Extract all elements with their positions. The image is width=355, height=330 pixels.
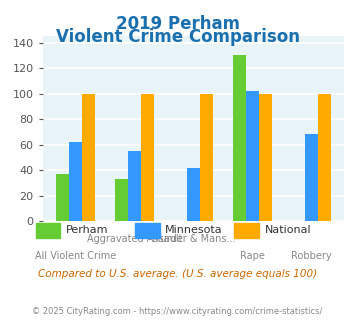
Bar xyxy=(318,94,331,221)
Text: Rape: Rape xyxy=(240,251,265,261)
Text: 2019 Perham: 2019 Perham xyxy=(115,15,240,33)
Bar xyxy=(305,134,318,221)
Bar xyxy=(115,179,128,221)
Bar xyxy=(56,174,69,221)
Bar xyxy=(82,94,95,221)
Text: Minnesota: Minnesota xyxy=(165,225,223,235)
Text: Compared to U.S. average. (U.S. average equals 100): Compared to U.S. average. (U.S. average … xyxy=(38,269,317,279)
Bar xyxy=(128,151,141,221)
Bar xyxy=(200,94,213,221)
Text: Violent Crime Comparison: Violent Crime Comparison xyxy=(55,28,300,46)
Text: © 2025 CityRating.com - https://www.cityrating.com/crime-statistics/: © 2025 CityRating.com - https://www.city… xyxy=(32,307,323,316)
Text: National: National xyxy=(264,225,311,235)
Bar xyxy=(69,142,82,221)
Text: Aggravated Assault: Aggravated Assault xyxy=(87,234,182,244)
Bar xyxy=(246,91,259,221)
Text: All Violent Crime: All Violent Crime xyxy=(35,251,116,261)
Text: Murder & Mans...: Murder & Mans... xyxy=(152,234,235,244)
Text: Robbery: Robbery xyxy=(291,251,332,261)
Bar xyxy=(187,168,200,221)
Text: Perham: Perham xyxy=(66,225,108,235)
Bar xyxy=(141,94,154,221)
Bar xyxy=(259,94,272,221)
Bar xyxy=(233,55,246,221)
